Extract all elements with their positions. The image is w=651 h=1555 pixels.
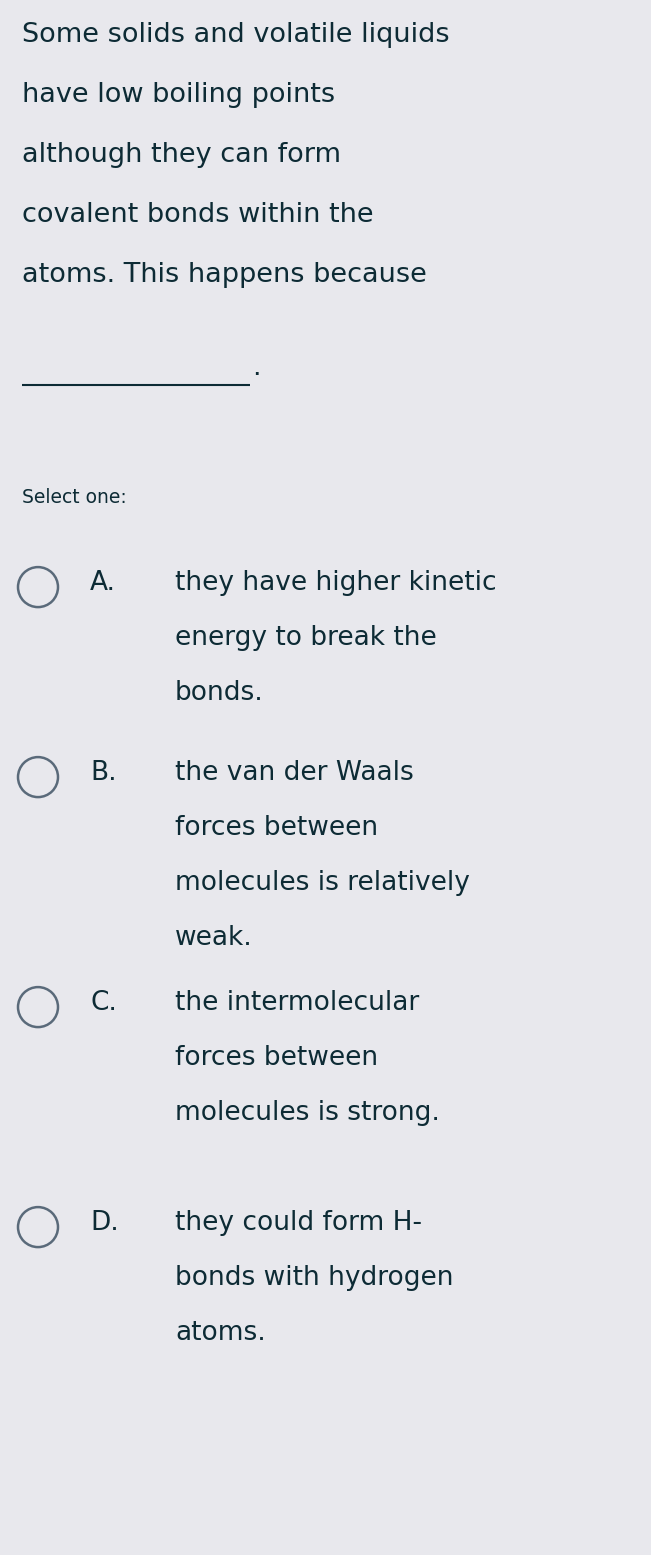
- Text: although they can form: although they can form: [22, 142, 341, 168]
- Text: molecules is strong.: molecules is strong.: [175, 1099, 440, 1126]
- Text: forces between: forces between: [175, 1045, 378, 1071]
- Text: A.: A.: [90, 571, 116, 596]
- Text: Select one:: Select one:: [22, 488, 127, 507]
- Text: B.: B.: [90, 760, 117, 785]
- Text: they could form H-: they could form H-: [175, 1210, 422, 1236]
- Text: they have higher kinetic: they have higher kinetic: [175, 571, 497, 596]
- Text: weak.: weak.: [175, 925, 253, 952]
- Text: molecules is relatively: molecules is relatively: [175, 869, 470, 896]
- Text: D.: D.: [90, 1210, 118, 1236]
- Text: the intermolecular: the intermolecular: [175, 991, 419, 1015]
- Text: covalent bonds within the: covalent bonds within the: [22, 202, 374, 229]
- Text: bonds.: bonds.: [175, 680, 264, 706]
- Text: bonds with hydrogen: bonds with hydrogen: [175, 1266, 454, 1291]
- Text: atoms.: atoms.: [175, 1320, 266, 1347]
- Text: the van der Waals: the van der Waals: [175, 760, 414, 785]
- Text: Some solids and volatile liquids: Some solids and volatile liquids: [22, 22, 450, 48]
- Text: forces between: forces between: [175, 815, 378, 841]
- Text: have low boiling points: have low boiling points: [22, 82, 335, 107]
- Text: .: .: [252, 355, 260, 381]
- Text: C.: C.: [90, 991, 117, 1015]
- Text: atoms. This happens because: atoms. This happens because: [22, 261, 427, 288]
- Text: energy to break the: energy to break the: [175, 625, 437, 652]
